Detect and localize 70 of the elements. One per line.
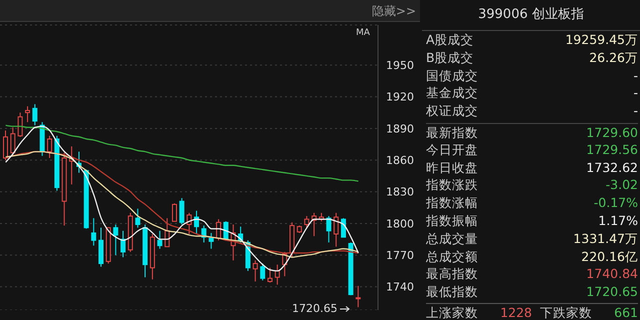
text: 1228 bbox=[500, 305, 532, 320]
text: 隐藏>> bbox=[372, 3, 416, 20]
candlestick bbox=[3, 130, 8, 161]
text: -3.02 bbox=[606, 177, 638, 192]
category-label: 最高指数 bbox=[426, 265, 478, 284]
candlestick bbox=[25, 106, 30, 123]
candlestick bbox=[157, 230, 162, 250]
category-label: 最新指数 bbox=[426, 124, 478, 142]
category-label: 基金成交 bbox=[426, 84, 478, 102]
candlestick bbox=[172, 202, 177, 222]
category-label: 总成交额 bbox=[426, 248, 478, 266]
candlestick bbox=[120, 230, 126, 258]
candlestick bbox=[326, 216, 332, 243]
text: 1732.62 bbox=[586, 160, 638, 175]
category-label: 总成交量 bbox=[426, 230, 478, 248]
candlestick bbox=[113, 224, 118, 256]
candlestick bbox=[135, 208, 140, 228]
text: 26.26万 bbox=[589, 50, 638, 65]
y-tick-label: 1890 bbox=[386, 122, 414, 136]
category-label: A股成交 bbox=[426, 31, 474, 49]
category-label: 下跌家数 bbox=[540, 304, 592, 320]
candlestick bbox=[274, 264, 280, 286]
candlestick bbox=[98, 227, 104, 268]
y-tick-label: 1860 bbox=[386, 154, 414, 168]
text: 19259.45万 bbox=[565, 32, 638, 47]
text: 1720.65 bbox=[586, 284, 638, 300]
candlestick bbox=[10, 126, 16, 156]
category-label: 指数振幅 bbox=[426, 212, 478, 230]
candlestick bbox=[47, 135, 52, 158]
text: 1331.47万 bbox=[573, 230, 638, 246]
text: 1740.84 bbox=[586, 266, 638, 282]
text: 1.17% bbox=[598, 213, 638, 228]
text: - bbox=[633, 103, 638, 118]
y-tick-label: 1830 bbox=[386, 186, 414, 199]
y-tick-label: 1740 bbox=[386, 280, 414, 294]
category-label: 最低指数 bbox=[426, 283, 478, 301]
text: - bbox=[633, 68, 638, 83]
text: 220.16亿 bbox=[581, 248, 638, 264]
candlestick bbox=[18, 112, 23, 138]
text: 1729.60 bbox=[586, 125, 638, 140]
annotation: MA bbox=[356, 28, 370, 38]
y-tick-label: 1770 bbox=[386, 249, 414, 262]
category-label: 国债成交 bbox=[426, 66, 478, 84]
category-label: 权证成交 bbox=[426, 102, 478, 120]
candlestick bbox=[208, 232, 214, 250]
candlestick bbox=[91, 218, 96, 246]
text: 661 bbox=[614, 305, 638, 320]
category-label: B股成交 bbox=[426, 48, 474, 67]
candlestick bbox=[260, 263, 266, 281]
annotation: 1720.65 bbox=[292, 302, 338, 315]
category-label: 今日开盘 bbox=[426, 140, 478, 159]
candlestick bbox=[356, 285, 361, 308]
text: - bbox=[633, 85, 638, 100]
candlestick bbox=[32, 104, 38, 126]
y-tick-label: 1800 bbox=[386, 217, 414, 230]
y-tick-label: 1920 bbox=[386, 90, 414, 104]
candlestick bbox=[340, 218, 346, 238]
text: 1729.56 bbox=[586, 142, 638, 157]
candlestick bbox=[267, 267, 272, 284]
candlestick bbox=[304, 216, 310, 228]
y-tick-label: 1950 bbox=[386, 59, 414, 72]
category-label: 昨日收盘 bbox=[426, 158, 478, 176]
category-label: 指数涨跌 bbox=[426, 176, 478, 194]
text: 399006 创业板指 bbox=[422, 0, 640, 31]
candlestick bbox=[179, 198, 184, 225]
category-label: 指数涨幅 bbox=[426, 194, 478, 212]
text: -0.17% bbox=[594, 195, 638, 210]
candlestick bbox=[252, 260, 258, 282]
candlestick bbox=[334, 212, 339, 248]
category-label: 上涨家数 bbox=[426, 304, 478, 320]
